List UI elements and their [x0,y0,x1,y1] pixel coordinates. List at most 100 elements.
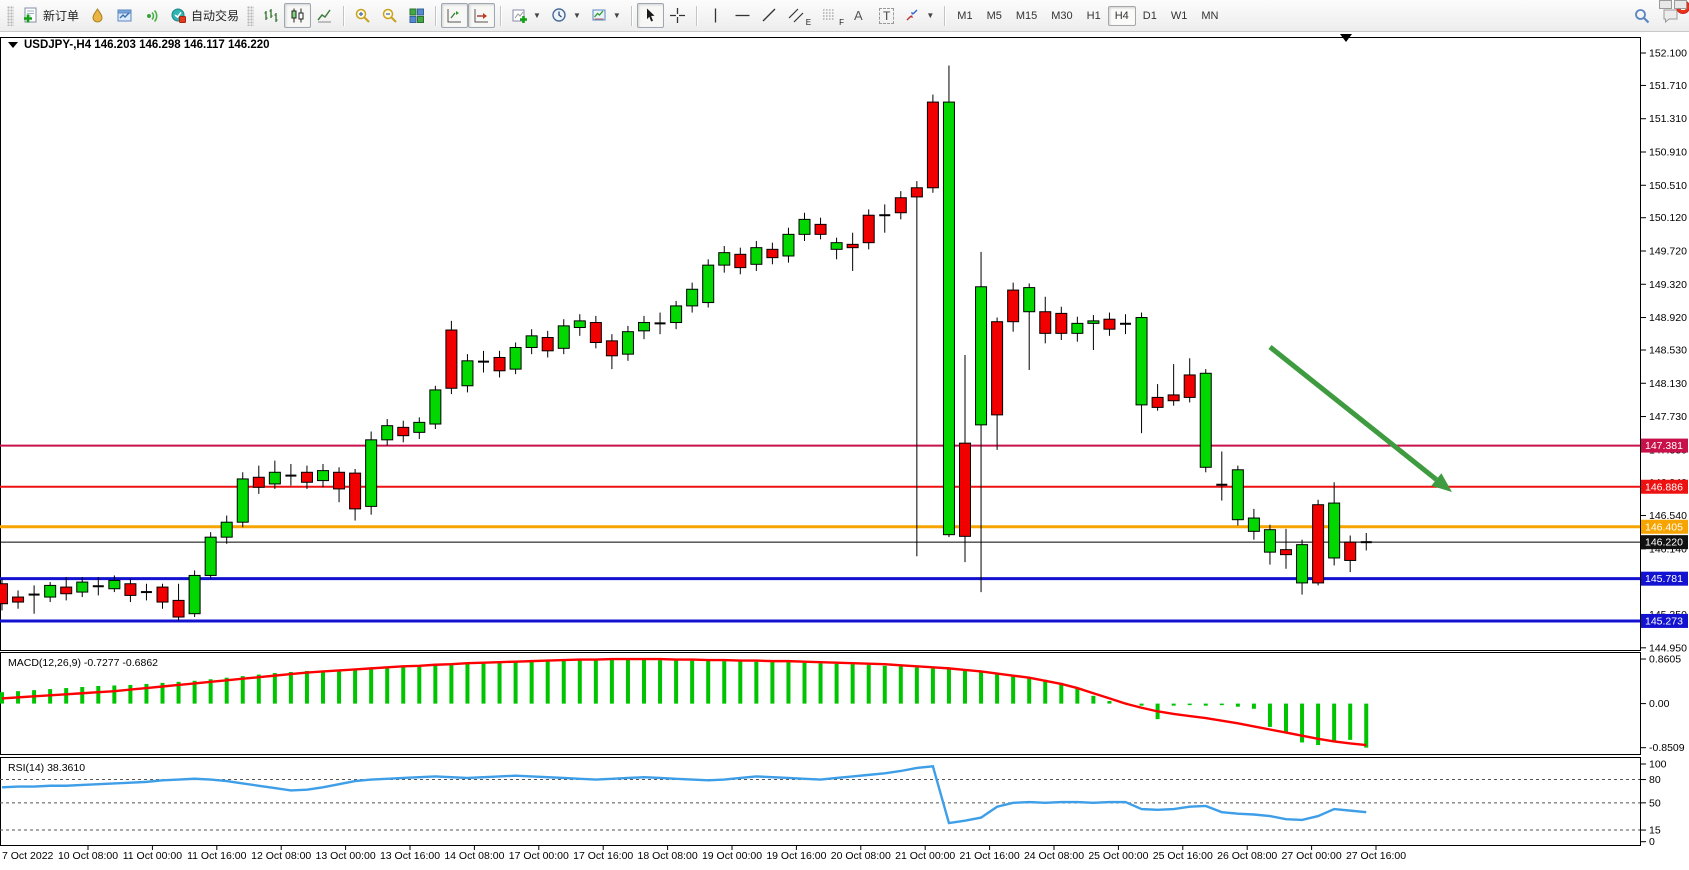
candle-body [445,329,458,389]
vertical-line-tool-button[interactable] [702,3,729,28]
candle-body [1344,541,1357,561]
timeframe-button-h1[interactable]: H1 [1086,9,1101,22]
candle-body [1151,396,1164,408]
timeframe-button-d1[interactable]: D1 [1142,9,1157,22]
market-watch-button[interactable] [111,3,138,28]
chart-shift-button[interactable] [441,3,469,28]
candle-body [1296,544,1309,584]
indicators-button[interactable]: ▼ [506,3,546,28]
candle-body [573,320,586,329]
candle-body [300,471,313,483]
tile-windows-button[interactable] [403,3,430,28]
chart-panes [0,37,1641,846]
vertical-line-icon [714,8,716,23]
macd-signal-line [1,657,1367,747]
timeframe-button-h4[interactable]: H4 [1107,5,1136,26]
price-level-badge-label: 146.886 [1645,481,1683,493]
candle-body [894,197,907,214]
toolbar-separator [695,5,697,26]
candle-body [0,583,8,605]
time-tick-label: 19 Oct 16:00 [766,850,826,862]
candle-body [959,442,971,537]
timeframe-button-m30[interactable]: M30 [1051,9,1073,22]
restore-window-icon[interactable] [1659,0,1672,9]
clock-icon [552,8,566,22]
time-tick-label: 10 Oct 08:00 [58,850,118,862]
time-tick-label: 14 Oct 08:00 [444,850,504,862]
auto-trading-button[interactable]: 自动交易 [165,3,244,28]
candle-body [429,389,442,425]
annotations[interactable] [1268,34,1452,492]
candle-body [525,335,538,348]
main-pane [0,37,1641,651]
horizontal-level-lines[interactable] [0,444,1640,623]
price-level-badge-label: 145.273 [1645,615,1683,627]
search-button[interactable] [1628,3,1656,28]
candle-body [1247,517,1260,532]
timeframe-button-m5[interactable]: M5 [986,9,1002,22]
candle-body [1231,469,1244,521]
candle-body [413,421,426,433]
candle-chart-mode-button[interactable] [284,3,312,28]
templates-button[interactable]: ▼ [586,3,626,28]
candle-body [1135,317,1148,406]
timeframe-button-m1[interactable]: M1 [957,9,973,22]
price-tick-label: 149.720 [1649,245,1687,257]
label-tool-button[interactable]: T [874,3,899,28]
periods-button[interactable]: ▼ [546,3,586,28]
cursor-tool-button[interactable] [636,3,664,28]
time-axis[interactable]: 7 Oct 2022 10 Oct 08:00 11 Oct 00:00 11 Oct… [2,845,1406,863]
chart-canvas[interactable]: USDJPY-,H4 146.203 146.298 146.117 146.2… [0,32,1689,870]
price-level-badge [1641,535,1688,550]
bar-chart-mode-button[interactable] [257,3,284,28]
chevron-down-icon: ▼ [612,11,621,20]
crosshair-tool-button[interactable] [664,3,691,28]
time-tick-label: 25 Oct 00:00 [1088,850,1148,862]
time-tick-label: 17 Oct 16:00 [573,850,633,862]
ink-style-button[interactable] [84,3,111,28]
price-level-badge [1641,438,1688,453]
candle-body [798,218,811,235]
candle-body [268,471,281,485]
macd-tick-label: -0.8509 [1649,742,1685,754]
fibonacci-tool-button[interactable]: F [816,3,849,28]
zoom-in-button[interactable] [349,3,376,28]
candle-body [975,286,988,426]
text-tool-button[interactable]: A [849,3,874,28]
price-level-badge-label: 146.220 [1645,537,1683,549]
toolbar-gripper[interactable] [7,5,14,26]
time-tick-label: 24 Oct 08:00 [1024,850,1084,862]
toolbar-gripper[interactable] [247,5,255,26]
line-chart-mode-button[interactable] [311,3,338,28]
horizontal-line-tool-button[interactable] [729,3,756,28]
time-tick-label: 26 Oct 08:00 [1217,850,1277,862]
trendline-tool-button[interactable] [756,3,783,28]
candle-body [638,322,650,332]
rsi-tick-label: 15 [1649,825,1661,837]
shapes-tool-button[interactable]: ▼ [899,3,939,28]
candle-body [188,574,201,615]
candle-body [509,346,522,370]
alerts-button[interactable] [138,3,165,28]
timeframe-button-m15[interactable]: M15 [1015,9,1038,22]
close-window-icon[interactable] [1674,0,1687,9]
auto-scroll-button[interactable] [468,3,496,28]
toolbar-separator [500,5,502,26]
window-controls[interactable] [1659,0,1687,9]
price-axis[interactable]: 152.100 151.710 151.310 150.910 150.510 150.1… [1640,48,1688,849]
channel-tool-button[interactable]: E [783,3,816,28]
chevron-down-icon: ▼ [926,11,935,20]
price-tick-label: 148.130 [1649,378,1687,390]
price-tick-label: 151.710 [1649,80,1687,92]
add-indicator-icon [512,9,528,23]
zoom-out-button[interactable] [376,3,403,28]
sound-waves-icon [147,9,158,23]
price-tick-label: 150.910 [1649,146,1687,158]
text-tool-icon: A [854,8,863,23]
new-order-button[interactable]: 新订单 [17,3,84,28]
rsi-indicator: RSI(14) 38.3610 [0,762,1640,831]
timeframe-button-w1[interactable]: W1 [1170,9,1188,22]
timeframe-button-mn[interactable]: MN [1201,9,1219,22]
price-level-badge-label: 147.381 [1645,440,1683,452]
